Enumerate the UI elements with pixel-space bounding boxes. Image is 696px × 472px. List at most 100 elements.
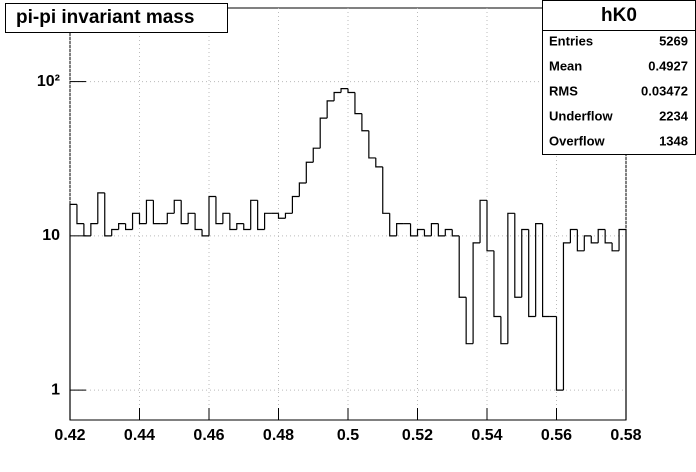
histogram-bin (222, 212, 230, 224)
histogram-bin (208, 195, 216, 236)
histogram-bin (458, 235, 467, 298)
histogram-bin (201, 229, 209, 237)
stats-value: 1348 (659, 133, 688, 148)
stats-label: Overflow (549, 133, 606, 148)
histogram-bin (277, 213, 286, 219)
histogram-bin (569, 228, 578, 243)
histogram-bin (416, 228, 425, 236)
y-tick-label: 10 (42, 227, 60, 244)
histogram-bin (361, 113, 369, 132)
histogram-bin (298, 182, 307, 197)
histogram-bin (69, 203, 77, 420)
histogram-bin (291, 195, 300, 214)
x-tick-label: 0.58 (610, 427, 641, 444)
histogram-bin (521, 228, 529, 298)
histogram-bin (375, 157, 383, 168)
histogram-bin (305, 161, 314, 184)
histogram-bin (555, 316, 564, 391)
histogram-bin (382, 166, 390, 214)
x-tick-label: 0.54 (471, 427, 502, 444)
y-tick-label: 1 (51, 381, 60, 398)
x-tick-label: 0.56 (541, 427, 572, 444)
histogram-bin (409, 223, 418, 237)
histogram-bin (319, 117, 328, 149)
histogram-bin (583, 235, 592, 251)
histogram-bin (528, 229, 536, 318)
histogram-bin (236, 223, 244, 230)
stats-value: 5269 (659, 33, 688, 48)
histogram-bin (97, 192, 105, 224)
x-tick-label: 0.48 (263, 427, 294, 444)
histogram-bin (125, 223, 133, 231)
histogram-bin (514, 213, 522, 298)
x-tick-label: 0.46 (193, 427, 224, 444)
histogram-bin (465, 297, 474, 345)
histogram-bin (243, 223, 251, 231)
y-tick-label: 10² (37, 73, 60, 90)
histogram-bin (180, 200, 189, 225)
stats-title: hK0 (601, 5, 637, 26)
histogram-bin (264, 212, 272, 230)
stats-label: RMS (549, 83, 578, 98)
histogram-bin (104, 192, 112, 237)
histogram-bin (83, 223, 91, 237)
histogram-bin (284, 212, 293, 219)
histogram-bin (194, 213, 203, 231)
histogram-bin (111, 228, 119, 236)
histogram-bin (444, 228, 453, 236)
x-tick-label: 0.42 (54, 427, 85, 444)
histogram-bin (500, 316, 508, 345)
histogram-bin (215, 196, 223, 225)
histogram-bin (576, 229, 585, 252)
histogram-bin (562, 242, 571, 391)
histogram-bin (131, 212, 140, 230)
histogram-bin (118, 223, 126, 230)
histogram-bin (145, 199, 154, 224)
histogram-bin (333, 91, 342, 101)
histogram-bin (396, 223, 404, 236)
histogram-bin (173, 199, 182, 214)
stats-value: 0.03472 (641, 83, 688, 98)
histogram-bin (486, 200, 494, 252)
histogram-bin (451, 229, 460, 237)
x-tick-label: 0.52 (402, 427, 433, 444)
stats-value: 0.4927 (648, 58, 688, 73)
stats-box: hK0 Entries 5269 Mean 0.4927 RMS 0.03472 Under… (542, 0, 696, 155)
histogram-bin (479, 199, 487, 243)
histogram-bin (535, 223, 543, 317)
histogram-bin (187, 212, 196, 224)
histogram-bin (590, 235, 599, 244)
histogram-bin (507, 212, 515, 344)
histogram-bin (326, 100, 335, 119)
histogram-bin (389, 213, 397, 237)
histogram-bin (257, 200, 265, 231)
histogram-bin (597, 228, 606, 243)
histogram-bin (166, 212, 175, 224)
histogram-bin (472, 242, 481, 344)
histogram-bin (611, 242, 620, 252)
histogram-bin (618, 228, 627, 420)
histogram-bin (437, 223, 446, 237)
histogram-bin (604, 229, 613, 244)
x-tick-label: 0.5 (337, 427, 359, 444)
histogram-bin (90, 223, 98, 236)
plot-area: 0.42 0.44 0.46 0.48 0.5 0.52 0.54 0.56 0.58 1 10 10… (37, 8, 642, 444)
histogram-bin (347, 88, 355, 94)
histogram-bin (250, 199, 258, 230)
stats-frame (542, 0, 696, 155)
stats-value: 2234 (659, 108, 689, 123)
histogram-bin (430, 223, 439, 236)
stats-label: Mean (549, 58, 582, 73)
histogram-bin (542, 223, 550, 318)
histogram-bin (229, 213, 237, 231)
histogram-bin (76, 204, 84, 225)
histogram-bin (354, 92, 362, 115)
title-box (5, 3, 228, 33)
chart-title: pi-pi invariant mass (16, 7, 194, 28)
histogram-bin (493, 250, 501, 318)
stats-label: Entries (549, 33, 593, 48)
histogram-bin (138, 213, 147, 225)
histogram-bin (152, 200, 161, 225)
